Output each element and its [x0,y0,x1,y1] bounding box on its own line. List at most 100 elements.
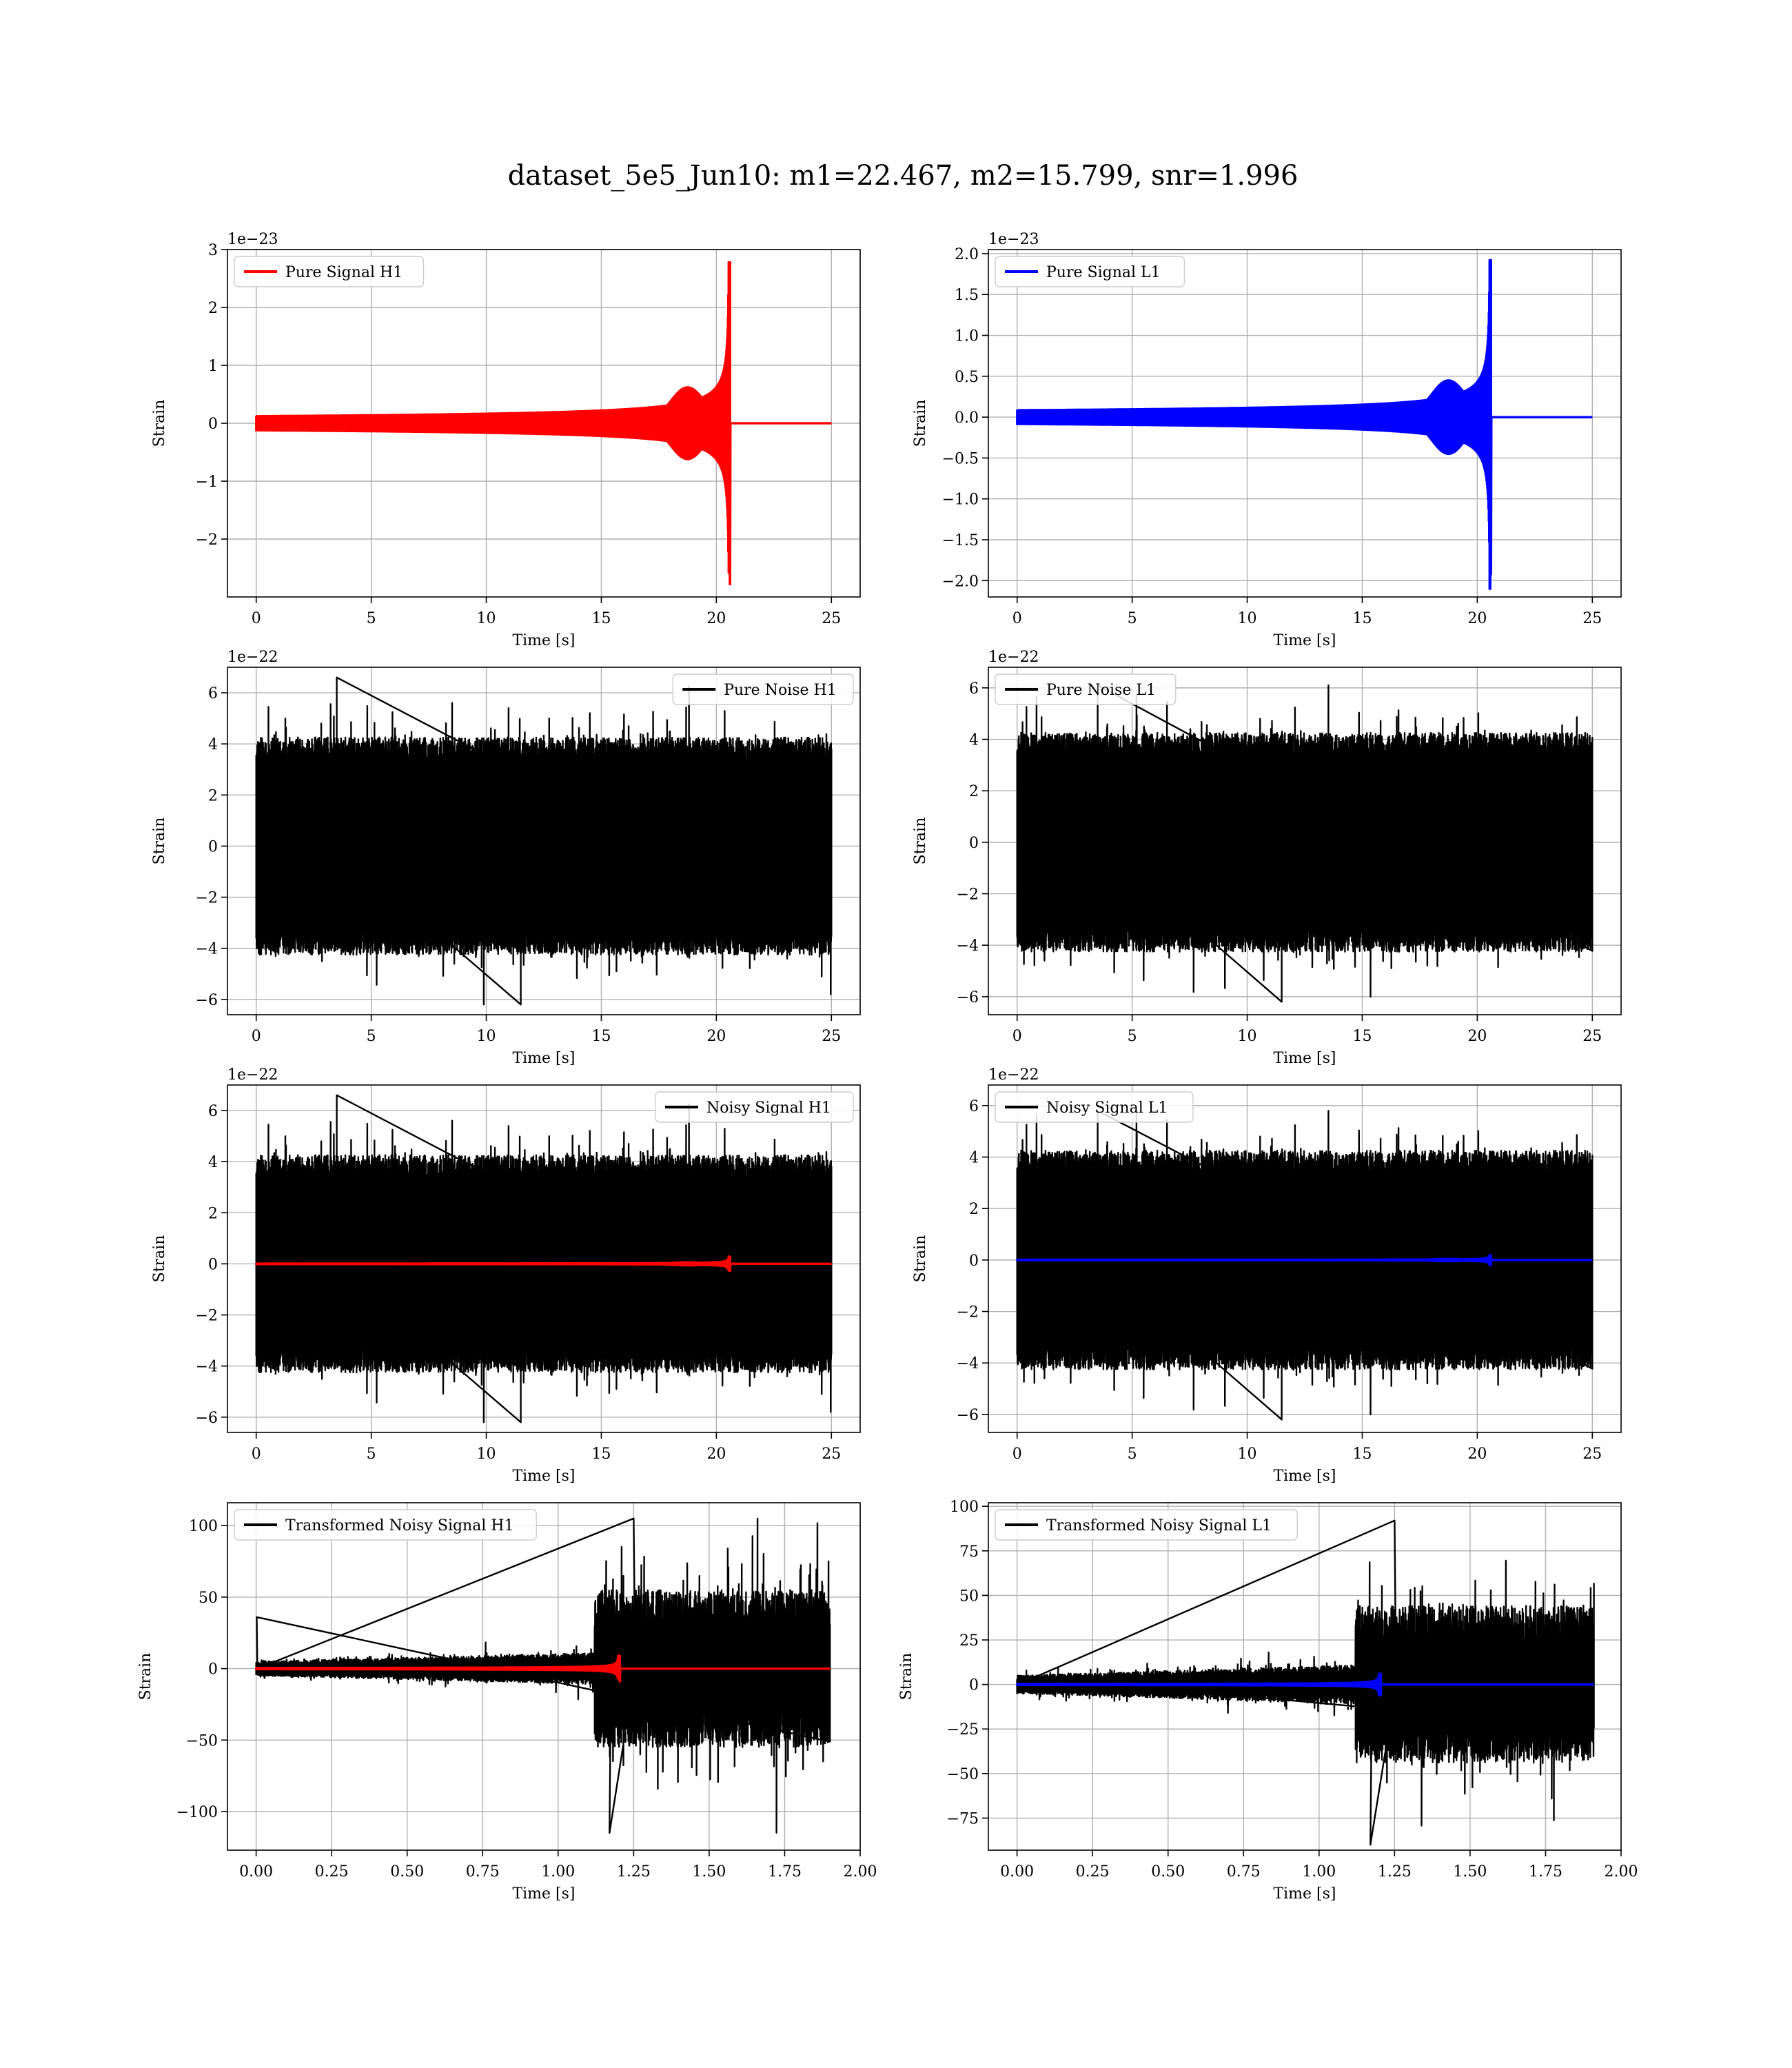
y-axis-label: Strain [898,1653,915,1701]
y-tick-label: 2 [969,783,979,800]
offset-text: 1e−22 [227,649,278,666]
x-tick-label: 1.25 [617,1863,651,1881]
y-tick-label: 4 [969,732,979,749]
y-tick-label: 2 [969,1201,979,1218]
y-tick-label: −6 [957,989,979,1006]
y-tick-label: −4 [196,941,218,958]
subplot-pure-signal-h1: 0 5 10 15 20 25 −2 −1 0 1 2 3 Time [s] Strain 1e−23 Pur… [151,231,861,649]
y-axis-label: Strain [912,1235,929,1283]
y-tick-label: −6 [957,1407,979,1424]
y-tick-label: −2 [957,886,979,904]
subplot-pure-signal-l1: 0 5 10 15 20 25 −2.0 −1.5 −1.0 −0.5 0.0 0.5 1.0 1.5 2.… [912,231,1622,649]
x-tick-label: 25 [822,1028,841,1045]
legend-entry: Transformed Noisy Signal H1 [285,1517,514,1534]
series-line-noisy-signal-l1 [1016,1110,1594,1421]
x-axis-label: Time [s] [1273,1468,1336,1485]
legend: Transformed Noisy Signal H1 [234,1509,537,1541]
legend-entry: Pure Signal H1 [285,264,403,281]
x-tick-label: 0.00 [1000,1863,1034,1881]
legend-box [995,1091,1194,1123]
x-tick-label: 15 [591,1028,611,1045]
x-tick-label: 1.75 [768,1863,802,1881]
subplot-pure-noise-l1: 0 5 10 15 20 25 −6 −4 −2 0 2 4 6 Time [s] Strain 1e−22 P… [912,649,1622,1067]
plot-area [1016,258,1594,590]
y-tick-label: 1 [208,358,218,375]
axes-frame [988,249,1622,598]
plot-area [255,676,833,1006]
x-tick-label: 20 [706,610,726,627]
y-tick-label: −1.5 [942,532,979,549]
x-tick-label: 5 [367,1446,376,1463]
x-tick-label: 0.50 [1151,1863,1185,1881]
y-axis-label: Strain [151,818,168,865]
x-tick-label: 15 [1352,1028,1372,1045]
legend: Pure Signal L1 [995,256,1185,287]
x-tick-label: 20 [1467,1028,1487,1045]
y-tick-label: 1.5 [955,287,979,304]
y-tick-label: 6 [208,685,218,702]
x-tick-label: 10 [1238,610,1257,627]
y-tick-label: −75 [947,1810,979,1827]
y-tick-label: −50 [186,1732,218,1750]
y-axis-label: Strain [151,1235,168,1283]
y-tick-label: −4 [957,937,979,955]
y-tick-label: 100 [189,1518,218,1535]
legend: Pure Noise H1 [672,673,854,705]
y-tick-label: 0 [208,838,218,855]
legend-box [234,256,425,287]
x-tick-label: 0.75 [1227,1863,1261,1881]
x-axis-label: Time [s] [512,1050,575,1067]
x-tick-label: 5 [1128,1446,1137,1463]
x-tick-label: 15 [591,1446,611,1463]
plot-area [255,1094,833,1423]
y-tick-label: 0 [969,1253,979,1270]
x-tick-label: 0 [252,610,261,627]
offset-text: 1e−22 [227,1066,278,1084]
x-tick-label: 0.00 [239,1863,273,1881]
y-tick-label: −2 [196,531,218,549]
plot-area [255,1517,831,1834]
y-tick-label: 25 [959,1632,979,1650]
x-tick-label: 15 [591,610,611,627]
x-tick-label: 0 [1012,610,1022,627]
y-tick-label: 0 [969,1677,979,1694]
y-tick-label: 2.0 [955,246,979,263]
y-tick-label: 0 [208,416,218,433]
axes-frame [227,1502,861,1851]
offset-text: 1e−22 [988,649,1039,666]
x-tick-label: 2.00 [844,1863,877,1881]
y-tick-label: 2 [208,300,218,317]
x-tick-label: 1.25 [1378,1863,1412,1881]
legend-entry: Noisy Signal L1 [1046,1099,1168,1117]
x-tick-label: 5 [1128,1028,1137,1045]
legend-box [995,256,1185,287]
x-tick-label: 1.00 [541,1863,575,1881]
legend: Noisy Signal H1 [655,1091,854,1123]
x-tick-label: 0.25 [1076,1863,1110,1881]
x-tick-label: 10 [477,1028,496,1045]
x-tick-label: 2.00 [1605,1863,1638,1881]
subplot-transformed-noisy-signal-l1: 0.00 0.25 0.50 0.75 1.00 1.25 1.50 1.75 2.00 −75 −… [898,1499,1638,1903]
legend-box [234,1509,537,1541]
x-axis-label: Time [s] [512,1885,575,1903]
x-tick-label: 25 [822,1446,841,1463]
x-tick-label: 0.25 [315,1863,349,1881]
subplot-noisy-signal-l1: 0 5 10 15 20 25 −6 −4 −2 0 2 4 6 Time [s] Strain 1e−22 N… [912,1066,1622,1485]
x-tick-label: 0 [252,1028,261,1045]
legend-entry: Pure Noise H1 [724,682,837,699]
y-tick-label: −6 [196,1410,218,1427]
legend-box [995,1509,1298,1541]
subplot-pure-noise-h1: 0 5 10 15 20 25 −6 −4 −2 0 2 4 6 Time [s] Strain 1e−22 P… [151,649,861,1067]
figure-title: dataset_5e5_Jun10: m1=22.467, m2=15.799,… [508,160,1299,192]
y-tick-label: −1.0 [942,491,979,509]
y-tick-label: 3 [208,242,218,259]
x-tick-label: 10 [477,610,496,627]
y-tick-label: 2 [208,787,218,804]
y-tick-label: 100 [950,1499,979,1516]
x-tick-label: 5 [367,610,376,627]
axes-frame [227,1084,861,1433]
y-tick-label: 2 [208,1205,218,1222]
legend: Pure Noise L1 [995,673,1177,705]
